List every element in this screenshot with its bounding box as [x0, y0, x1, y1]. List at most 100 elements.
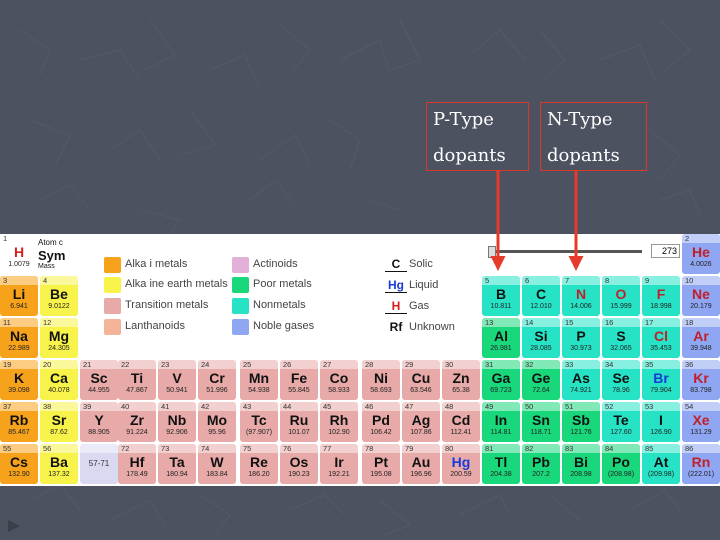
- element-cell-Hf[interactable]: 72 Hf 178.49: [118, 444, 156, 484]
- element-cell-Si[interactable]: 14 Si 28.085: [522, 318, 560, 358]
- element-symbol: Ta: [169, 454, 185, 470]
- element-cell-Sn[interactable]: 50 Sn 118.71: [522, 402, 560, 442]
- element-cell-K[interactable]: 19 K 39.098: [0, 360, 38, 400]
- element-cell-Os[interactable]: 76 Os 190.23: [280, 444, 318, 484]
- element-symbol: N: [575, 286, 587, 302]
- element-cell-Ag[interactable]: 47 Ag 107.86: [402, 402, 440, 442]
- element-cell-Ne[interactable]: 10 Ne 20.179: [682, 276, 720, 316]
- element-cell-V[interactable]: 23 V 50.941: [158, 360, 196, 400]
- slider-handle[interactable]: [488, 246, 496, 258]
- element-cell-Mn[interactable]: 25 Mn 54.938: [240, 360, 278, 400]
- element-cell-Al[interactable]: 13 Al 26.981: [482, 318, 520, 358]
- element-cell-Xe[interactable]: 54 Xe 131.29: [682, 402, 720, 442]
- element-cell-Ni[interactable]: 28 Ni 58.693: [362, 360, 400, 400]
- element-cell-Ta[interactable]: 73 Ta 180.94: [158, 444, 196, 484]
- element-cell-Co[interactable]: 27 Co 58.933: [320, 360, 358, 400]
- atomic-mass: 35.453: [650, 345, 672, 352]
- element-cell-Cl[interactable]: 17 Cl 35.453: [642, 318, 680, 358]
- element-cell-Te[interactable]: 52 Te 127.60: [602, 402, 640, 442]
- element-cell-Fe[interactable]: 26 Fe 55.845: [280, 360, 318, 400]
- element-symbol: Nb: [167, 412, 187, 428]
- element-cell-Sc[interactable]: 21 Sc 44.955: [80, 360, 118, 400]
- element-cell-Cr[interactable]: 24 Cr 51.996: [198, 360, 236, 400]
- element-cell-Cu[interactable]: 29 Cu 63.546: [402, 360, 440, 400]
- element-cell-Ru[interactable]: 44 Ru 101.07: [280, 402, 318, 442]
- element-cell-F[interactable]: 9 F 18.998: [642, 276, 680, 316]
- element-cell-Pb[interactable]: 82 Pb 207.2: [522, 444, 560, 484]
- element-symbol: Mn: [248, 370, 270, 386]
- atomic-number: 74: [201, 444, 210, 453]
- element-symbol: Tc: [251, 412, 267, 428]
- atomic-number: 46: [365, 402, 374, 411]
- atomic-number: 38: [43, 402, 52, 411]
- element-cell-Kr[interactable]: 36 Kr 83.798: [682, 360, 720, 400]
- element-cell-Rb[interactable]: 37 Rb 85.467: [0, 402, 38, 442]
- element-cell-Re[interactable]: 75 Re 186.20: [240, 444, 278, 484]
- element-cell-Ge[interactable]: 32 Ge 72.64: [522, 360, 560, 400]
- element-cell-I[interactable]: 53 I 126.90: [642, 402, 680, 442]
- element-cell-Ir[interactable]: 77 Ir 192.21: [320, 444, 358, 484]
- element-cell-B[interactable]: 5 B 10.811: [482, 276, 520, 316]
- atomic-mass: 6.941: [10, 303, 28, 310]
- state-symbol: Hg: [385, 278, 407, 293]
- element-cell-Cs[interactable]: 55 Cs 132.90: [0, 444, 38, 484]
- element-cell-Hg[interactable]: 80 Hg 200.59: [442, 444, 480, 484]
- element-cell-Cd[interactable]: 48 Cd 112.41: [442, 402, 480, 442]
- element-cell-Tc[interactable]: 43 Tc (97.907): [240, 402, 278, 442]
- element-cell-Mg[interactable]: 12 Mg 24.305: [40, 318, 78, 358]
- element-cell-Pd[interactable]: 46 Pd 106.42: [362, 402, 400, 442]
- element-cell-As[interactable]: 33 As 74.921: [562, 360, 600, 400]
- cell-header-band: [40, 318, 78, 327]
- atomic-number: 56: [43, 444, 52, 453]
- element-symbol: Mo: [206, 412, 228, 428]
- element-cell-lanthanoids[interactable]: 57-71: [80, 444, 118, 484]
- element-cell-He[interactable]: 2 He 4.0026: [682, 234, 720, 274]
- atomic-number: 9: [645, 276, 650, 285]
- element-cell-C[interactable]: 6 C 12.010: [522, 276, 560, 316]
- element-cell-At[interactable]: 85 At (209.98): [642, 444, 680, 484]
- element-cell-Se[interactable]: 34 Se 78.96: [602, 360, 640, 400]
- element-cell-Au[interactable]: 79 Au 196.96: [402, 444, 440, 484]
- element-symbol: Si: [534, 328, 548, 344]
- periodic-table: Atom c Sym Mass Alka i metals Alka ine ea…: [0, 234, 720, 486]
- element-cell-Rn[interactable]: 86 Rn (222.01): [682, 444, 720, 484]
- element-cell-Na[interactable]: 11 Na 22.989: [0, 318, 38, 358]
- temperature-slider[interactable]: [488, 244, 648, 260]
- element-cell-Nb[interactable]: 41 Nb 92.906: [158, 402, 196, 442]
- element-cell-Br[interactable]: 35 Br 79.904: [642, 360, 680, 400]
- element-cell-Rh[interactable]: 45 Rh 102.90: [320, 402, 358, 442]
- element-cell-S[interactable]: 16 S 32.065: [602, 318, 640, 358]
- element-cell-Pt[interactable]: 78 Pt 195.08: [362, 444, 400, 484]
- cell-header-band: [280, 444, 318, 453]
- element-cell-P[interactable]: 15 P 30.973: [562, 318, 600, 358]
- element-symbol: At: [653, 454, 669, 470]
- element-cell-Ti[interactable]: 22 Ti 47.867: [118, 360, 156, 400]
- element-symbol: Be: [50, 286, 68, 302]
- cell-header-band: [40, 276, 78, 285]
- legend-label: Transition metals: [125, 299, 209, 311]
- element-cell-Ga[interactable]: 31 Ga 69.723: [482, 360, 520, 400]
- element-cell-Ba[interactable]: 56 Ba 137.32: [40, 444, 78, 484]
- element-cell-Zn[interactable]: 30 Zn 65.38: [442, 360, 480, 400]
- element-cell-H[interactable]: 1 H 1.0079: [0, 234, 38, 274]
- element-cell-Sr[interactable]: 38 Sr 87.62: [40, 402, 78, 442]
- element-cell-Be[interactable]: 4 Be 9.0122: [40, 276, 78, 316]
- temperature-field[interactable]: 273: [651, 244, 680, 258]
- element-cell-Ca[interactable]: 20 Ca 40.078: [40, 360, 78, 400]
- element-cell-Ar[interactable]: 18 Ar 39.948: [682, 318, 720, 358]
- atomic-mass: 69.723: [490, 387, 512, 394]
- element-cell-Y[interactable]: 39 Y 88.905: [80, 402, 118, 442]
- cell-header-band: [0, 276, 38, 285]
- element-cell-Po[interactable]: 84 Po (208.98): [602, 444, 640, 484]
- element-cell-W[interactable]: 74 W 183.84: [198, 444, 236, 484]
- element-cell-Li[interactable]: 3 Li 6.941: [0, 276, 38, 316]
- element-cell-Tl[interactable]: 81 Tl 204.38: [482, 444, 520, 484]
- element-cell-N[interactable]: 7 N 14.006: [562, 276, 600, 316]
- element-cell-Bi[interactable]: 83 Bi 208.98: [562, 444, 600, 484]
- element-cell-In[interactable]: 49 In 114.81: [482, 402, 520, 442]
- element-cell-Sb[interactable]: 51 Sb 121.76: [562, 402, 600, 442]
- element-cell-Mo[interactable]: 42 Mo 95.96: [198, 402, 236, 442]
- element-cell-Zr[interactable]: 40 Zr 91.224: [118, 402, 156, 442]
- element-cell-O[interactable]: 8 O 15.999: [602, 276, 640, 316]
- atomic-number: 47: [405, 402, 414, 411]
